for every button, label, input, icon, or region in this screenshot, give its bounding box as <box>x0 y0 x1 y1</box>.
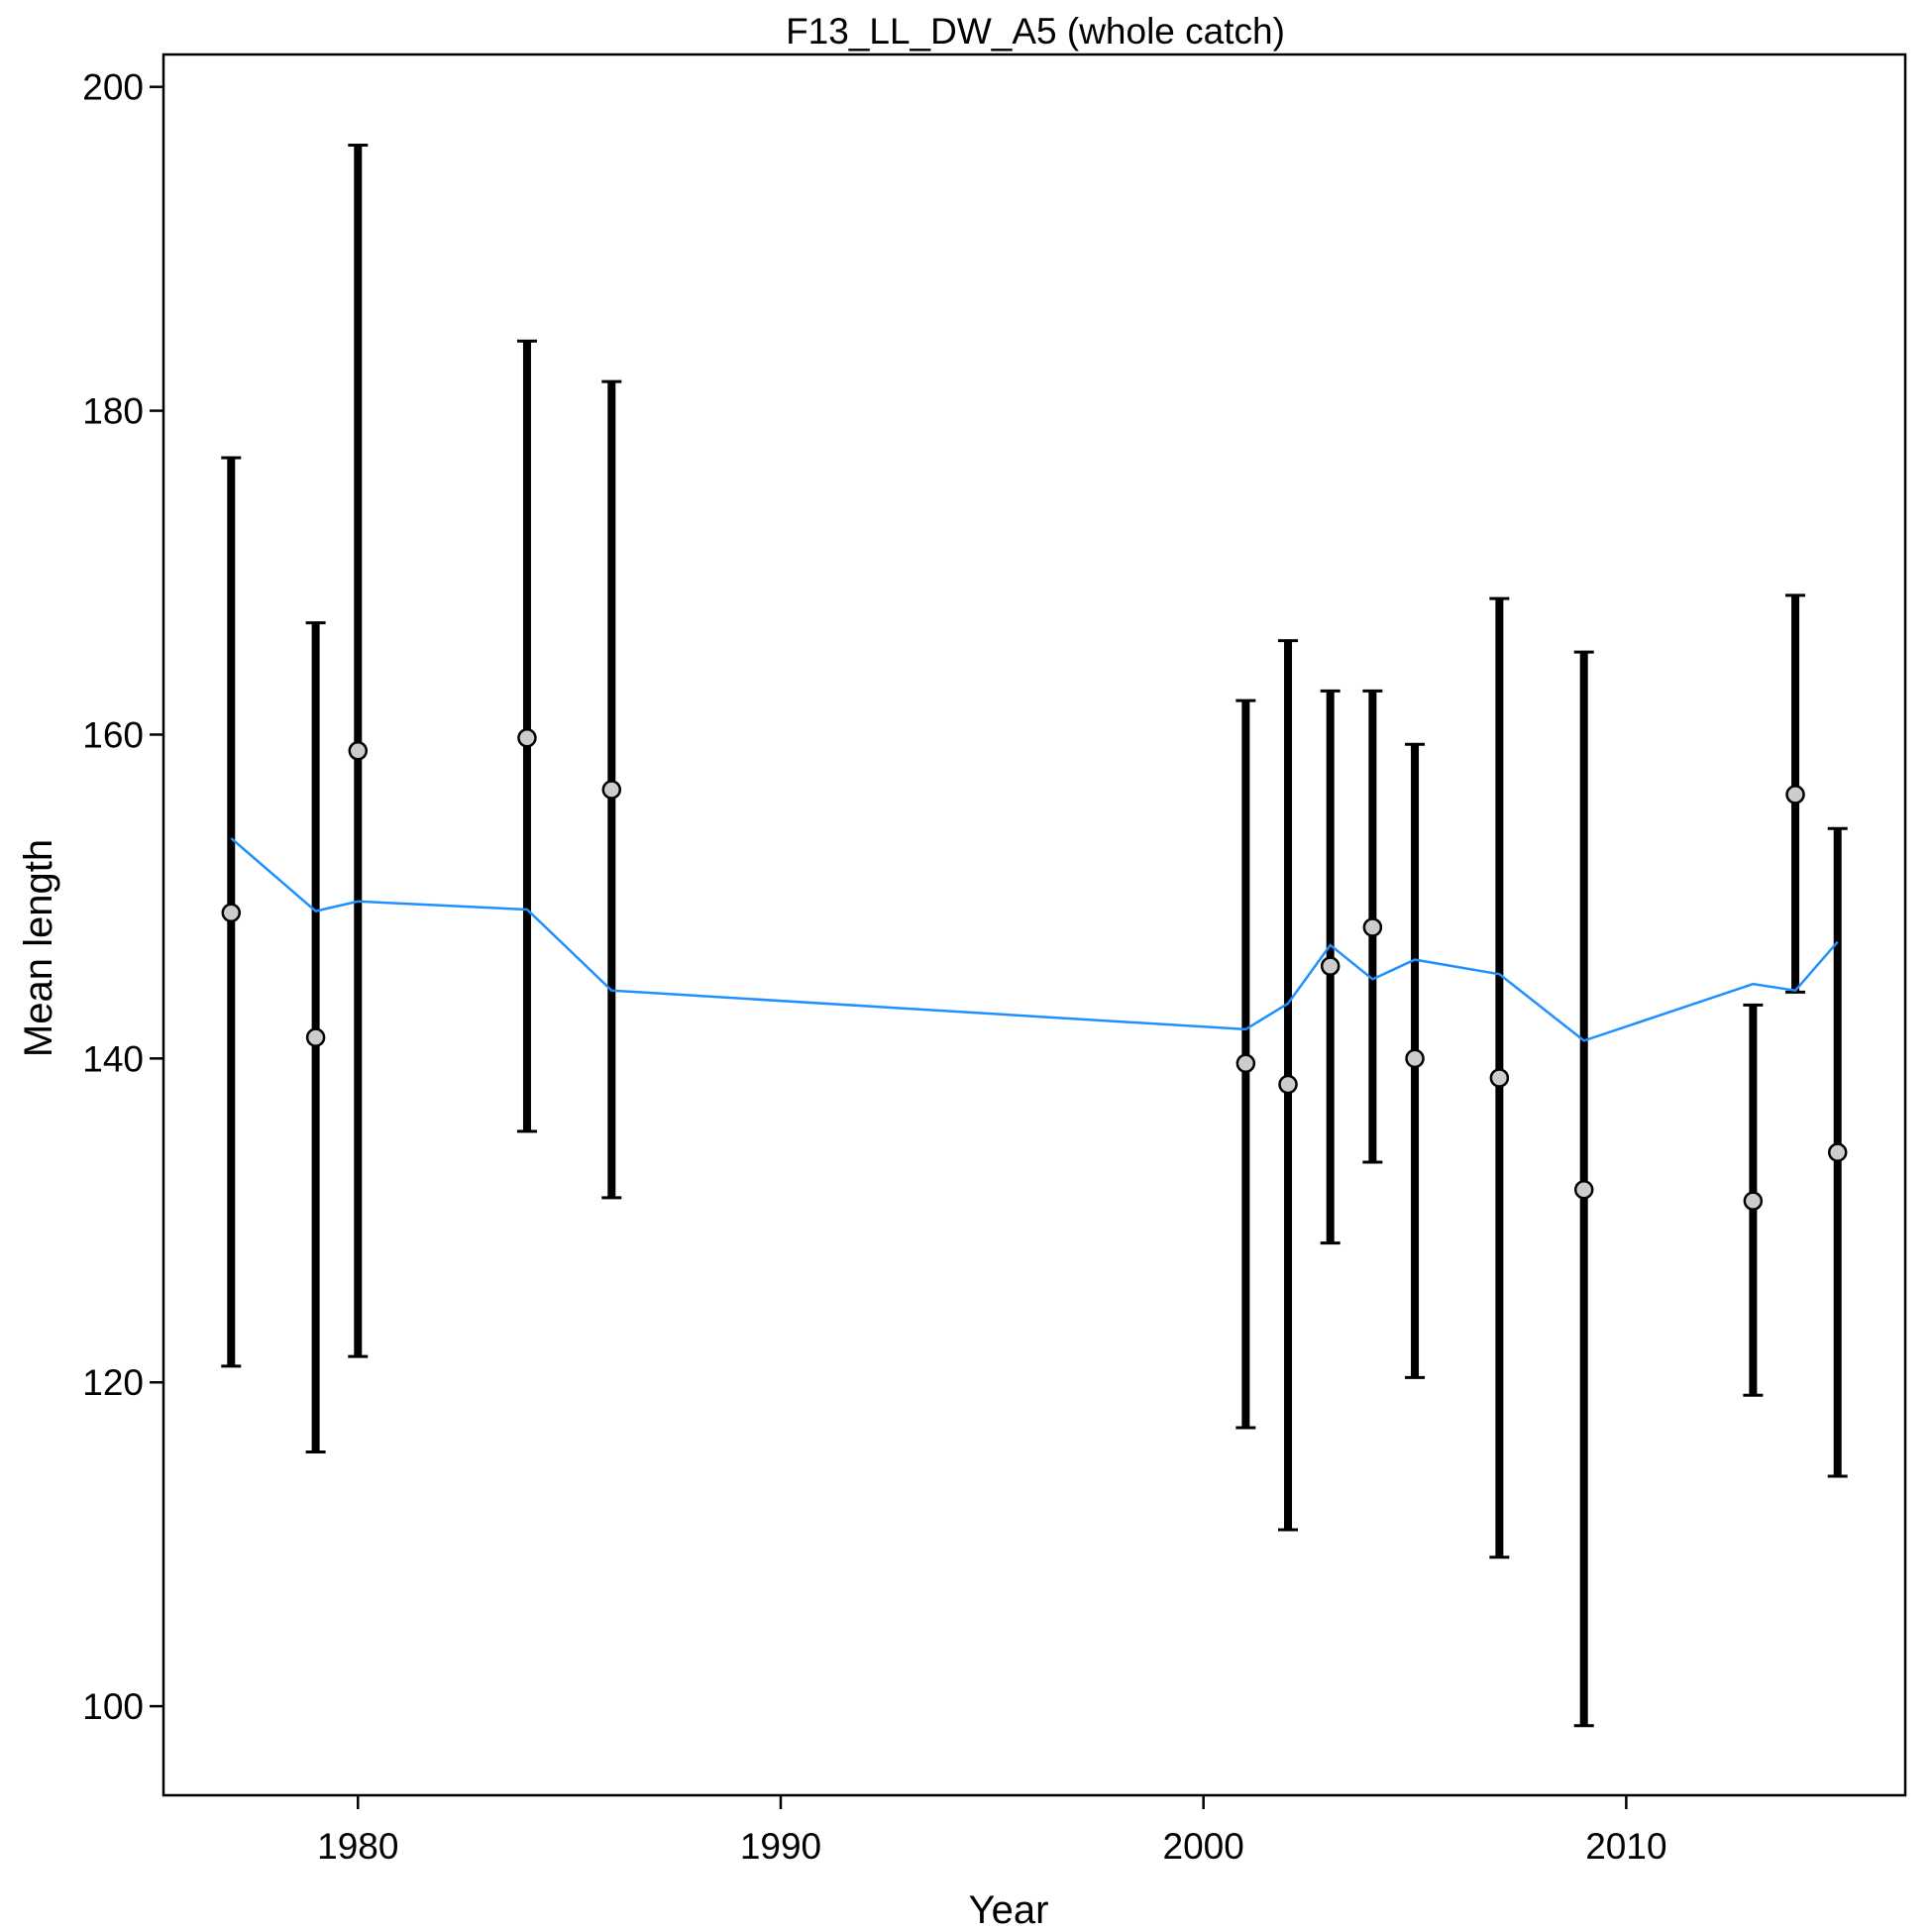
observed-point <box>601 780 622 800</box>
observed-point <box>1235 1053 1256 1073</box>
chart-title: F13_LL_DW_A5 (whole catch) <box>786 11 1285 52</box>
y-axis-title: Mean length <box>17 839 60 1057</box>
plot-frame <box>161 53 1907 1797</box>
observed-point <box>1785 785 1805 805</box>
x-tick-label: 2010 <box>1585 1826 1666 1867</box>
y-tick-label: 140 <box>82 1038 144 1079</box>
observed-point <box>1743 1191 1764 1211</box>
y-tick-label: 100 <box>82 1686 144 1727</box>
observed-point <box>1320 956 1341 976</box>
observed-point <box>517 727 537 748</box>
error-bars <box>221 144 1848 1728</box>
observed-point <box>1489 1068 1510 1088</box>
axes: 1980 1990 2000 2010 100 120 140 160 180 200 <box>82 67 1666 1867</box>
observed-point <box>1827 1142 1848 1162</box>
y-tick-label: 120 <box>82 1362 144 1403</box>
y-tick-label: 160 <box>82 714 144 755</box>
x-tick-label: 2000 <box>1163 1826 1244 1867</box>
y-tick-label: 200 <box>82 67 144 108</box>
expected-line <box>230 837 1839 1042</box>
y-tick-label: 180 <box>82 391 144 432</box>
x-tick-label: 1980 <box>317 1826 398 1867</box>
x-axis-title: Year <box>969 1888 1049 1932</box>
observed-point <box>305 1027 326 1047</box>
observed-point <box>1573 1179 1594 1200</box>
observed-points <box>221 727 1848 1211</box>
observed-point <box>348 741 369 761</box>
observed-point <box>221 903 242 922</box>
expected-line-layer <box>230 837 1839 1042</box>
observed-point <box>1278 1074 1298 1095</box>
observed-point <box>1405 1048 1425 1069</box>
observed-point <box>1362 917 1383 937</box>
x-tick-label: 1990 <box>740 1826 821 1867</box>
